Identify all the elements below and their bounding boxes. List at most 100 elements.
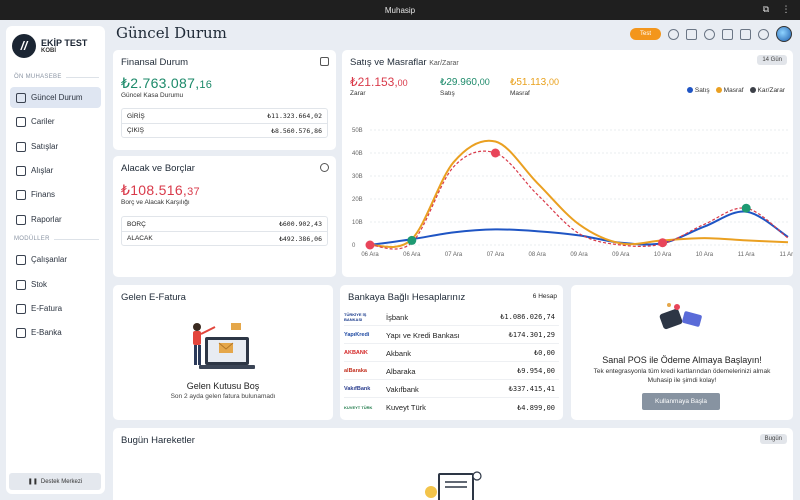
- today-transactions-card: Bugün Hareketler Bugün: [113, 428, 793, 500]
- cash-caption: Güncel Kasa Durumu: [121, 92, 184, 99]
- sidebar-item-raporlar[interactable]: Raporlar: [10, 209, 101, 230]
- bank-row-yapikredi[interactable]: YapıKredi Yapı ve Kredi Bankası ₺174.301…: [344, 327, 559, 344]
- sidebar-item-guncel-durum[interactable]: Güncel Durum: [10, 87, 101, 108]
- extensions-icon[interactable]: ⧉: [762, 4, 770, 14]
- calendar-icon[interactable]: [686, 28, 697, 40]
- bank-row-albaraka[interactable]: alBaraka Albaraka ₺9.954,00: [344, 363, 559, 380]
- balance-caption: Borç ve Alacak Karşılığı: [121, 199, 190, 206]
- support-center-button[interactable]: ❚❚ Destek Merkezi: [9, 473, 101, 490]
- kuveytturk-logo-icon: KUVEYT TÜRK: [344, 405, 373, 410]
- sidebar-item-label: Alışlar: [31, 166, 54, 175]
- sidebar-item-alislar[interactable]: Alışlar: [10, 160, 101, 181]
- brand[interactable]: // EKİP TEST KOBİ: [12, 34, 87, 58]
- einvoice-title: Gelen E-Fatura: [121, 292, 186, 303]
- add-icon[interactable]: [668, 28, 679, 40]
- bank-name: Kuveyt Türk: [386, 403, 426, 412]
- sidebar-item-finans[interactable]: Finans: [10, 184, 101, 205]
- einvoice-card: Gelen E-Fatura Gelen Kutusu Boş Son 2 ay…: [113, 285, 333, 420]
- legend-item-expense[interactable]: Masraf: [715, 87, 744, 94]
- contacts-icon: [16, 116, 26, 127]
- window-icon[interactable]: [740, 28, 751, 40]
- sidebar-item-cariler[interactable]: Cariler: [10, 111, 101, 132]
- x-tick-label: 09 Ara: [570, 252, 588, 258]
- sidebar-item-satislar[interactable]: Satışlar: [10, 136, 101, 157]
- legend-dot: [715, 87, 722, 93]
- sidebar-item-efatura[interactable]: E-Fatura: [10, 298, 101, 319]
- bank-balance: ₺337.415,41: [508, 385, 555, 393]
- legend-item-profit[interactable]: Kar/Zarar: [749, 87, 785, 94]
- legend-label: Satış: [694, 87, 710, 94]
- legend-dot: [686, 87, 693, 93]
- akbank-logo-icon: AKBANK: [344, 350, 368, 356]
- user-avatar[interactable]: [776, 26, 792, 42]
- sidebar-item-label: Çalışanlar: [31, 255, 68, 264]
- cash-amount-main: ₺2.763.087,: [121, 75, 200, 91]
- bank-row-vakifbank[interactable]: VakıfBank Vakıfbank ₺337.415,41: [344, 381, 559, 398]
- currency-icon[interactable]: [320, 163, 329, 172]
- empty-inbox-title: Gelen Kutusu Boş: [186, 381, 260, 391]
- document-icon[interactable]: [722, 28, 733, 40]
- y-tick-label: 30B: [352, 174, 363, 180]
- documents-illustration-icon: [425, 471, 482, 500]
- bank-accounts-title: Bankaya Bağlı Hesaplarınız: [348, 292, 466, 303]
- data-point-marker: [741, 203, 751, 213]
- sales-chart-card: Satış ve Masraflar Kar/Zarar 14 Gün ₺21.…: [342, 50, 793, 277]
- period-badge[interactable]: 14 Gün: [757, 55, 787, 65]
- help-icon[interactable]: [704, 28, 715, 40]
- x-tick-label: 10 Ara: [696, 252, 714, 258]
- section-label-accounting: ÖN MUHASEBE: [14, 74, 99, 80]
- settings-icon[interactable]: [758, 28, 769, 40]
- reports-icon: [16, 214, 26, 225]
- brand-name: EKİP TEST: [41, 38, 88, 48]
- data-point-marker: [490, 148, 500, 158]
- sales-title: Satış ve Masraflar Kar/Zarar: [350, 57, 459, 68]
- isbank-logo-icon: TÜRKİYE İŞ BANKASI: [344, 312, 367, 322]
- inbox-illustration-icon: [193, 323, 255, 369]
- window-title: Muhasip: [384, 5, 416, 15]
- sales-dec: 00: [479, 77, 490, 87]
- bank-name: Akbank: [386, 348, 412, 358]
- loss-main: ₺21.153,: [350, 75, 398, 89]
- sidebar-item-calisanlar[interactable]: Çalışanlar: [10, 249, 101, 270]
- sales-subtitle: Kar/Zarar: [429, 60, 459, 67]
- start-using-button[interactable]: Kullanmaya Başla: [642, 393, 720, 410]
- today-badge[interactable]: Bugün: [759, 434, 787, 444]
- sidebar-item-label: Finans: [31, 190, 56, 199]
- vakifbank-logo-icon: VakıfBank: [344, 386, 371, 392]
- test-mode-button[interactable]: Test: [629, 28, 661, 40]
- receivable-row: ALACAK ₺492.386,06: [122, 231, 327, 245]
- header-actions: Test: [629, 26, 792, 42]
- y-tick-label: 50B: [352, 128, 363, 134]
- x-tick-label: 06 Ara: [361, 252, 379, 258]
- bank-name: Vakıfbank: [386, 384, 419, 394]
- x-tick-label: 11 Ara: [780, 252, 793, 258]
- sidebar-item-label: E-Fatura: [31, 304, 63, 313]
- data-point-marker: [407, 235, 417, 245]
- bank-balance: ₺174.301,29: [508, 331, 555, 339]
- sidebar-item-label: Güncel Durum: [31, 93, 83, 102]
- sales-line-chart: 0 10B 20B 30B 40B 50B 06 Ara 06 Ara 07 Ara 07 Ara…: [352, 128, 793, 258]
- virtual-pos-card: Sanal POS ile Ödeme Almaya Başlayın! Tek…: [571, 285, 793, 420]
- pos-terminal-illustration-icon: [659, 303, 702, 330]
- x-tick-label: 11 Ara: [738, 252, 756, 258]
- more-icon[interactable]: ⋮: [781, 4, 791, 14]
- expense-label: ÇIKIŞ: [127, 127, 144, 134]
- sidebar-item-stok[interactable]: Stok: [10, 274, 101, 295]
- purchases-icon: [16, 165, 26, 176]
- x-tick-label: 08 Ara: [529, 252, 547, 258]
- series-line-sales: [369, 210, 789, 246]
- bank-row-kuveytturk[interactable]: KUVEYT TÜRK Kuveyt Türk ₺4.899,00: [344, 399, 559, 416]
- dashboard-icon: [16, 92, 26, 103]
- calendar-icon[interactable]: [320, 57, 329, 66]
- sales-icon: [16, 141, 26, 152]
- bank-row-isbank[interactable]: TÜRKİYE İŞ BANKASI İşbank ₺1.086.026,74: [344, 309, 559, 326]
- sidebar-item-ebanka[interactable]: E-Banka: [10, 322, 101, 343]
- legend-item-sales[interactable]: Satış: [686, 87, 710, 94]
- bank-row-akbank[interactable]: AKBANK Akbank ₺0,00: [344, 345, 559, 362]
- expense-dec: 00: [548, 77, 559, 87]
- receivables-summary: BORÇ ₺600.902,43 ALACAK ₺492.386,06: [121, 216, 328, 246]
- expense-stat: ₺51.113,00: [510, 77, 559, 88]
- bank-accounts-card: Bankaya Bağlı Hesaplarınız 6 Hesap TÜRKİ…: [340, 285, 563, 420]
- x-tick-label: 10 Ara: [654, 252, 672, 258]
- bank-name: İşbank: [386, 312, 409, 322]
